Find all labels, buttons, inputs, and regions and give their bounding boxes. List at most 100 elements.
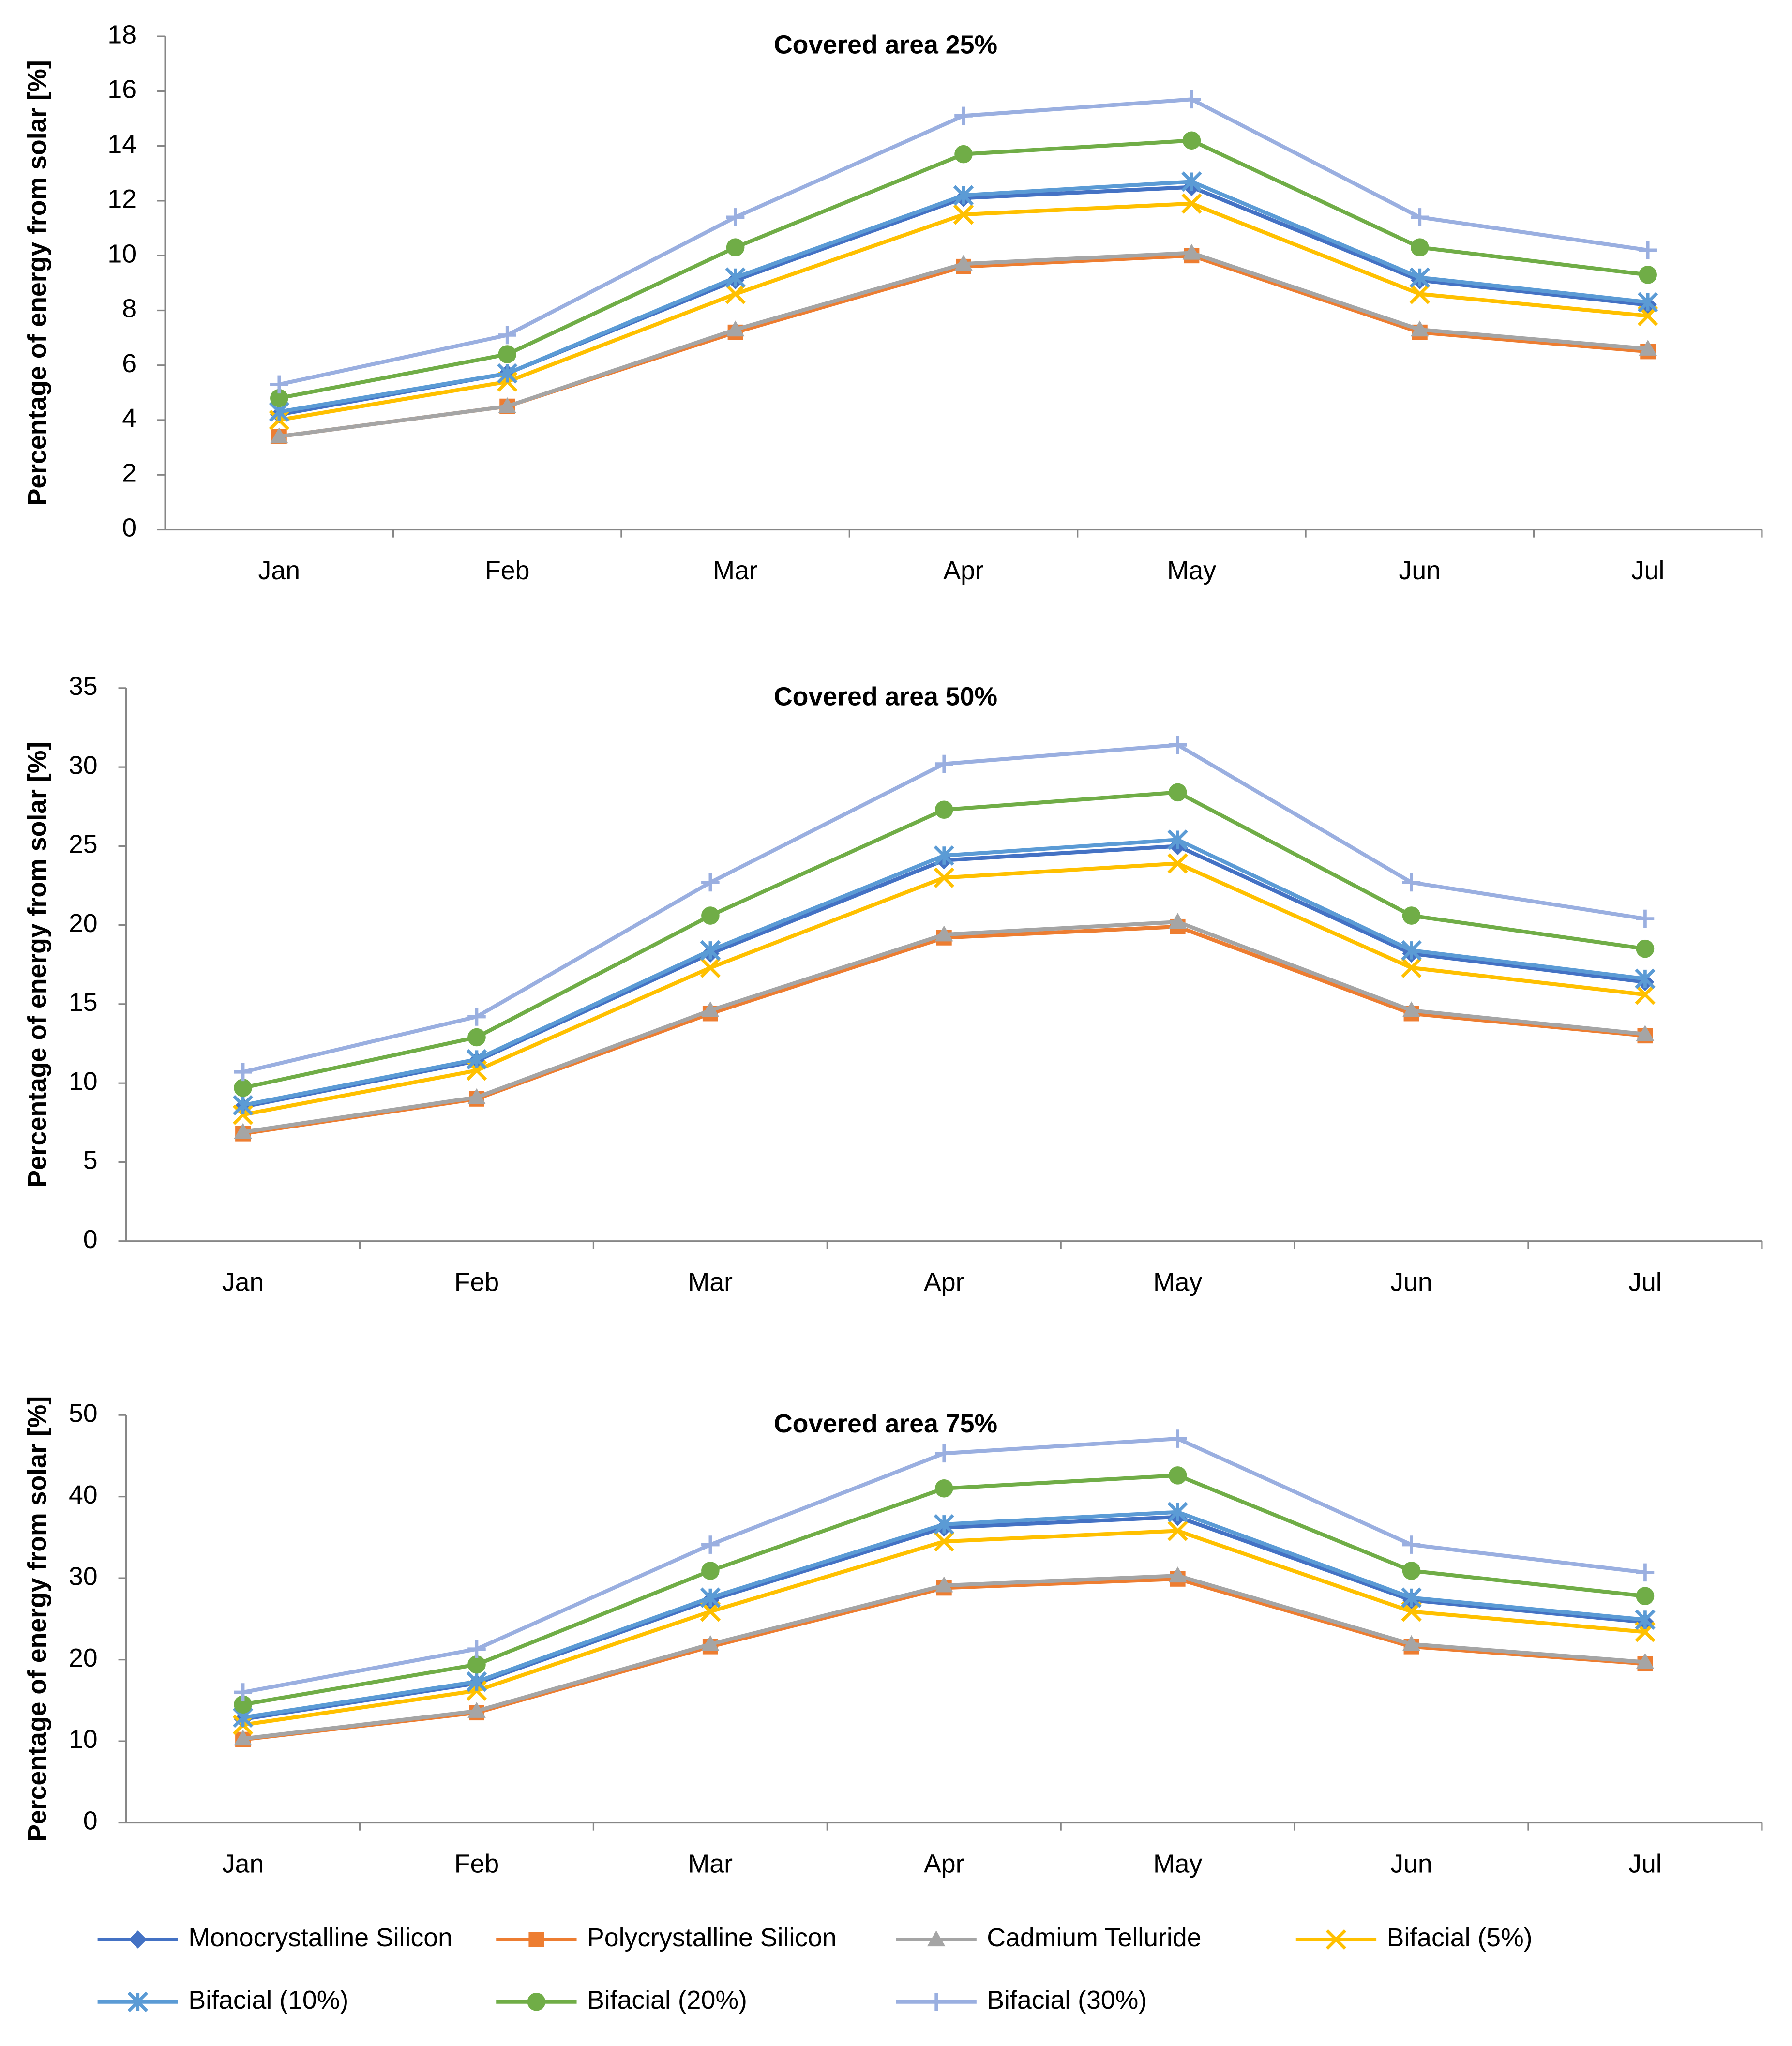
marker (1401, 1587, 1422, 1608)
marker (1168, 913, 1187, 929)
y-tick-label: 16 (107, 75, 136, 104)
chart-title: Covered area 50% (774, 682, 997, 711)
marker (234, 1695, 252, 1714)
y-tick-label: 0 (83, 1806, 98, 1835)
marker (467, 1028, 486, 1047)
x-tick-label: Apr (924, 1267, 964, 1296)
x-tick-label: May (1167, 556, 1217, 585)
y-tick-label: 20 (69, 909, 98, 938)
y-tick-label: 40 (69, 1480, 98, 1509)
x-tick-label: Jan (258, 556, 300, 585)
legend-label: Polycrystalline Silicon (587, 1923, 837, 1952)
y-tick-label: 0 (122, 513, 136, 542)
series-line (279, 201, 1648, 422)
y-axis-label: Percentage of energy from solar [%] (23, 742, 52, 1188)
marker (1636, 1587, 1655, 1605)
marker (528, 1932, 544, 1947)
series-line (242, 1436, 1645, 1694)
marker (934, 1514, 954, 1535)
marker (701, 1635, 720, 1651)
x-tick-label: Jul (1631, 556, 1665, 585)
chart-title: Covered area 75% (774, 1409, 997, 1438)
x-tick-label: Mar (713, 556, 757, 585)
marker (927, 1993, 946, 2011)
y-tick-label: 25 (69, 830, 98, 859)
marker (954, 145, 973, 164)
y-tick-label: 30 (69, 1562, 98, 1591)
marker (498, 397, 516, 413)
marker (1325, 1929, 1347, 1950)
marker (934, 845, 954, 866)
marker (1639, 339, 1657, 356)
marker (498, 345, 516, 363)
marker (467, 1008, 486, 1026)
x-tick-label: Jan (222, 1267, 264, 1296)
marker (953, 204, 974, 225)
marker (1409, 284, 1430, 304)
marker (726, 320, 745, 337)
marker (1409, 267, 1430, 288)
marker (927, 1930, 946, 1947)
marker (270, 389, 288, 407)
y-tick-label: 14 (107, 130, 136, 159)
marker (700, 1587, 721, 1608)
marker (1168, 1429, 1187, 1448)
marker (726, 208, 745, 226)
marker (234, 1730, 252, 1746)
x-tick-label: May (1153, 1849, 1203, 1878)
y-tick-label: 8 (122, 294, 136, 323)
marker (934, 1576, 953, 1593)
marker (1636, 1563, 1655, 1582)
marker (527, 1993, 546, 2011)
marker (934, 1531, 954, 1552)
y-tick-label: 12 (107, 184, 136, 213)
x-tick-label: Jun (1390, 1267, 1432, 1296)
legend-label: Bifacial (5%) (1387, 1923, 1533, 1952)
marker (1168, 1466, 1187, 1485)
marker (1402, 1001, 1421, 1018)
y-tick-label: 6 (122, 349, 136, 378)
marker (1411, 208, 1429, 226)
marker (1636, 909, 1655, 928)
marker (270, 427, 288, 444)
marker (498, 326, 516, 345)
marker (701, 906, 720, 925)
marker (934, 925, 953, 942)
x-tick-label: Jul (1628, 1267, 1662, 1296)
marker (934, 800, 953, 819)
marker (701, 1001, 720, 1018)
marker (232, 1104, 254, 1125)
marker (1402, 906, 1421, 925)
marker (1167, 1502, 1188, 1522)
marker (953, 185, 974, 206)
y-tick-label: 10 (69, 1067, 98, 1096)
x-tick-label: Mar (688, 1849, 733, 1878)
marker (1635, 984, 1656, 1005)
marker (234, 1079, 252, 1097)
y-tick-label: 4 (122, 404, 136, 433)
marker (954, 106, 973, 125)
marker (934, 867, 954, 888)
marker (701, 1562, 720, 1580)
legend-label: Bifacial (20%) (587, 1986, 747, 2015)
marker (1636, 1653, 1655, 1669)
y-tick-label: 2 (122, 458, 136, 487)
y-tick-label: 50 (69, 1399, 98, 1428)
series-line (242, 743, 1646, 1074)
x-tick-label: May (1153, 1267, 1203, 1296)
marker (129, 1930, 147, 1949)
marker (234, 1683, 252, 1701)
x-tick-label: Jun (1390, 1849, 1432, 1878)
x-tick-label: Mar (688, 1267, 733, 1296)
marker (1168, 736, 1187, 754)
marker (701, 873, 720, 892)
y-axis-label: Percentage of energy from solar [%] (23, 60, 52, 506)
marker (954, 255, 973, 271)
legend-label: Cadmium Telluride (987, 1923, 1201, 1952)
marker (1182, 90, 1201, 109)
marker (1168, 1566, 1187, 1583)
marker (934, 754, 953, 773)
marker (725, 284, 746, 304)
marker (1635, 1609, 1656, 1630)
